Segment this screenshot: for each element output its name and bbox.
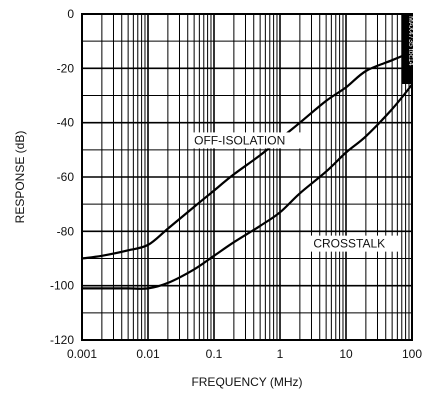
y-tick-label: -120 [50,333,74,347]
y-tick-label: -40 [57,116,75,130]
x-tick-label: 10 [339,347,353,361]
x-tick-label: 1 [277,347,284,361]
x-tick-label: 0.01 [136,347,160,361]
y-tick-label: -60 [57,170,75,184]
x-axis-title: FREQUENCY (MHz) [191,375,302,389]
series-layer [81,50,413,290]
x-tick-label: 0.001 [67,347,97,361]
label-background [310,235,399,252]
y-tick-label: -20 [57,61,75,75]
series-line-off-isolation [81,50,413,260]
x-tick-label: 100 [402,347,422,361]
series-label-off-isolation: OFF-ISOLATION [194,133,285,147]
plot-frame [81,13,413,341]
grid [81,13,412,341]
y-axis-title: RESPONSE (dB) [13,131,27,224]
y-tick-label: -100 [50,279,74,293]
label-background [191,132,306,149]
tick-labels: 0.001 0.01 0.1 1 10 100 0 -20 -40 -60 -80 -100 -120 [50,7,422,361]
figure-id-tag: MAX4735 toc14 [402,14,414,84]
series-line-crosstalk [81,83,413,290]
x-tick-label: 0.1 [206,347,223,361]
y-tick-label: -80 [57,224,75,238]
figure-id-label: MAX4735 toc14 [407,16,414,66]
y-tick-label: 0 [67,7,74,21]
series-label-crosstalk: CROSSTALK [313,237,385,251]
